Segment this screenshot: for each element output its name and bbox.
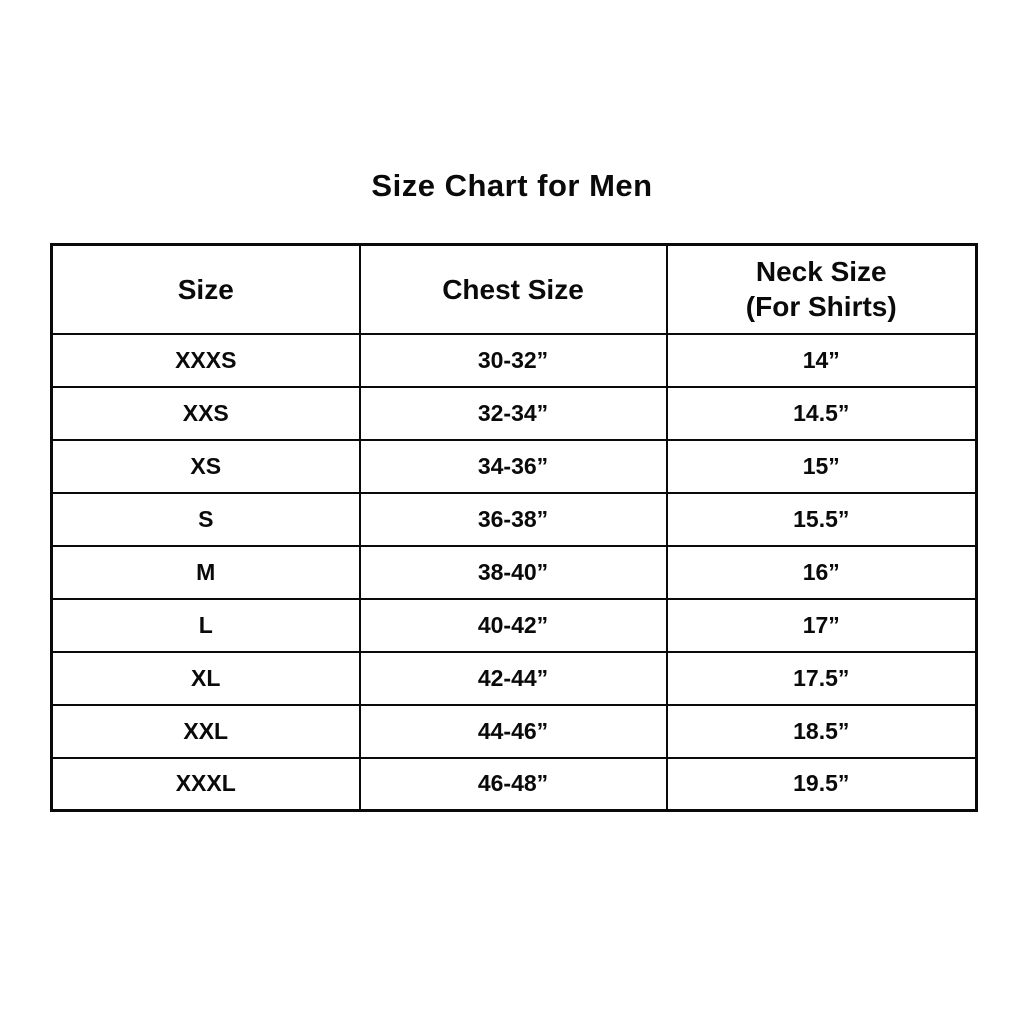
table-row: XXXL 46-48” 19.5” [50, 756, 978, 812]
table-cell: 32-34” [358, 385, 668, 441]
size-chart-table: Size Chest Size Neck Size (For Shirts) X… [50, 243, 978, 812]
table-row: XL 42-44” 17.5” [50, 650, 978, 706]
table-cell: S [50, 491, 361, 547]
column-header-label: Neck Size [755, 256, 887, 288]
table-cell: M [50, 544, 361, 600]
column-header-neck-size: Neck Size (For Shirts) [665, 243, 978, 335]
table-cell: XXS [50, 385, 361, 441]
table-cell: 15” [665, 438, 978, 494]
table-cell: 30-32” [358, 332, 668, 388]
table-body: XXXS 30-32” 14” XXS 32-34” 14.5” XS 34-36” 15” S 3… [50, 332, 978, 812]
page-title: Size Chart for Men [371, 168, 653, 203]
table-cell: 16” [665, 544, 978, 600]
table-cell: 19.5” [665, 756, 978, 812]
table-cell: 36-38” [358, 491, 668, 547]
table-row: S 36-38” 15.5” [50, 491, 978, 547]
table-row: L 40-42” 17” [50, 597, 978, 653]
table-row: XXL 44-46” 18.5” [50, 703, 978, 759]
table-cell: 14.5” [665, 385, 978, 441]
table-cell: 38-40” [358, 544, 668, 600]
table-cell: 15.5” [665, 491, 978, 547]
column-header-size: Size [50, 243, 361, 335]
table-cell: 44-46” [358, 703, 668, 759]
column-header-sublabel: (For Shirts) [745, 291, 897, 323]
table-row: XXS 32-34” 14.5” [50, 385, 978, 441]
table-cell: XXXL [50, 756, 361, 812]
column-header-label: Chest Size [442, 273, 584, 305]
table-cell: 34-36” [358, 438, 668, 494]
table-cell: XS [50, 438, 361, 494]
table-cell: XXL [50, 703, 361, 759]
table-cell: 42-44” [358, 650, 668, 706]
table-cell: 17.5” [665, 650, 978, 706]
column-header-label: Size [177, 273, 234, 305]
table-cell: XXXS [50, 332, 361, 388]
table-cell: 40-42” [358, 597, 668, 653]
table-cell: 17” [665, 597, 978, 653]
table-row: M 38-40” 16” [50, 544, 978, 600]
table-row: XXXS 30-32” 14” [50, 332, 978, 388]
table-cell: XL [50, 650, 361, 706]
table-cell: 18.5” [665, 703, 978, 759]
table-cell: 14” [665, 332, 978, 388]
table-cell: L [50, 597, 361, 653]
table-row: XS 34-36” 15” [50, 438, 978, 494]
column-header-chest-size: Chest Size [358, 243, 668, 335]
table-cell: 46-48” [358, 756, 668, 812]
table-header-row: Size Chest Size Neck Size (For Shirts) [50, 243, 978, 335]
